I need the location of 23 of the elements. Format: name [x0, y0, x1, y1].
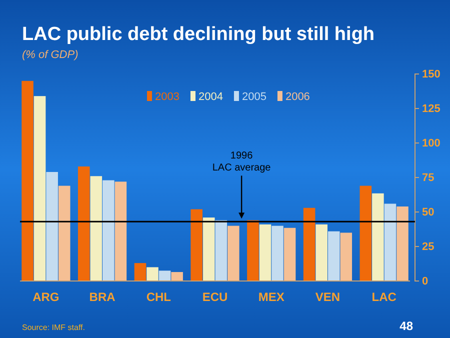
y-tick-label: 0: [422, 276, 428, 288]
y-tick-label: 100: [422, 138, 440, 150]
x-tick-label: MEX: [258, 290, 284, 304]
y-tick-label: 150: [422, 68, 440, 81]
y-tick-label: 125: [422, 103, 440, 116]
x-tick-label: ECU: [202, 290, 228, 304]
y-tick-label: 75: [422, 172, 434, 184]
ref-line-label: 1996 LAC average: [212, 150, 272, 174]
x-tick-label: ARG: [32, 290, 60, 304]
x-tick-label: VEN: [315, 290, 340, 304]
chart-title: LAC public debt declining but still high: [22, 24, 375, 45]
x-tick-label: BRA: [89, 290, 116, 304]
x-tick-label: CHL: [146, 290, 171, 304]
text: 48: [400, 319, 414, 333]
legend-label: 2006: [285, 91, 310, 103]
x-tick-label: LAC: [372, 290, 397, 304]
legend-label: 2004: [198, 91, 223, 103]
legend-label: 2005: [242, 91, 266, 103]
chart-subtitle: (% of GDP): [22, 49, 79, 61]
y-tick-label: 50: [422, 206, 434, 219]
source-note: Source: IMF staff.: [22, 323, 85, 332]
y-tick-label: 25: [422, 241, 434, 254]
legend-label: 2003: [155, 91, 180, 103]
